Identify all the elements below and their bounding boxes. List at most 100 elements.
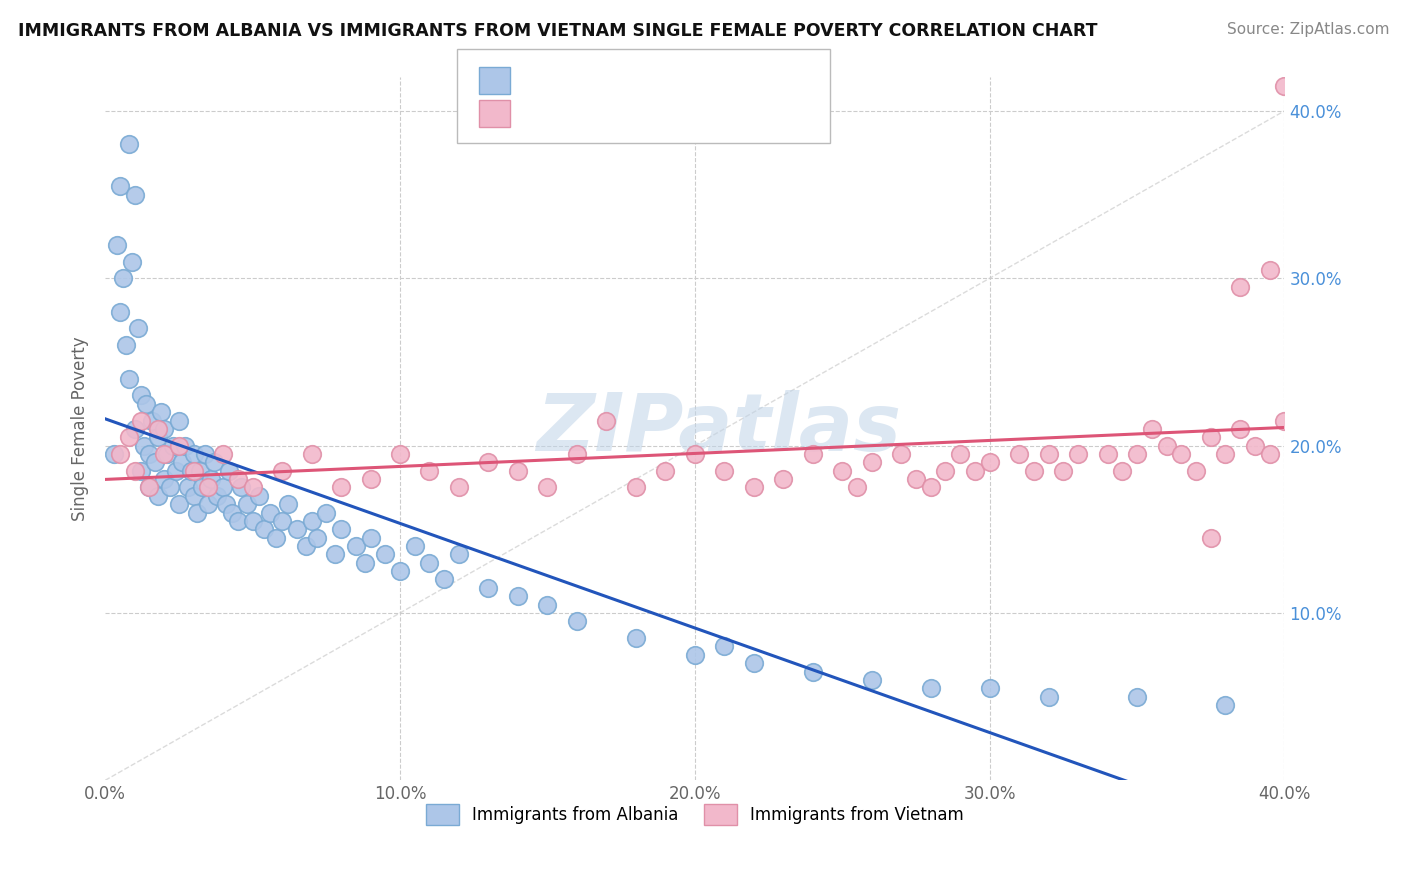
Text: Source: ZipAtlas.com: Source: ZipAtlas.com bbox=[1226, 22, 1389, 37]
Point bbox=[138, 447, 160, 461]
Point bbox=[1170, 447, 1192, 461]
Point bbox=[683, 648, 706, 662]
Point bbox=[162, 439, 184, 453]
Point bbox=[1126, 690, 1149, 704]
Point bbox=[115, 338, 138, 352]
Text: N =: N = bbox=[619, 71, 671, 89]
Point bbox=[404, 539, 426, 553]
Point bbox=[207, 489, 229, 503]
Point bbox=[129, 413, 152, 427]
Point bbox=[177, 480, 200, 494]
Text: 90: 90 bbox=[657, 71, 682, 89]
Point bbox=[801, 447, 824, 461]
Point bbox=[301, 447, 323, 461]
Point bbox=[1185, 464, 1208, 478]
Point bbox=[264, 531, 287, 545]
Point bbox=[890, 447, 912, 461]
Point bbox=[108, 447, 131, 461]
Point bbox=[595, 413, 617, 427]
Point bbox=[153, 422, 176, 436]
Point bbox=[183, 464, 205, 478]
Point bbox=[1156, 439, 1178, 453]
Point bbox=[218, 464, 240, 478]
Point bbox=[153, 447, 176, 461]
Point bbox=[271, 514, 294, 528]
Point bbox=[159, 480, 181, 494]
Point bbox=[1258, 263, 1281, 277]
Point bbox=[846, 480, 869, 494]
Point bbox=[153, 472, 176, 486]
Point bbox=[1229, 422, 1251, 436]
Point bbox=[1215, 698, 1237, 712]
Point bbox=[141, 413, 163, 427]
Point bbox=[323, 548, 346, 562]
Point bbox=[108, 179, 131, 194]
Point bbox=[121, 254, 143, 268]
Point bbox=[389, 447, 412, 461]
Point bbox=[183, 489, 205, 503]
Point bbox=[271, 464, 294, 478]
Point bbox=[148, 489, 170, 503]
Point bbox=[301, 514, 323, 528]
Point bbox=[247, 489, 270, 503]
Y-axis label: Single Female Poverty: Single Female Poverty bbox=[72, 336, 89, 521]
Point bbox=[1038, 690, 1060, 704]
Point bbox=[259, 506, 281, 520]
Point bbox=[536, 598, 558, 612]
Text: -0.271: -0.271 bbox=[553, 71, 617, 89]
Point bbox=[226, 472, 249, 486]
Point bbox=[307, 531, 329, 545]
Point bbox=[1244, 439, 1267, 453]
Point bbox=[742, 656, 765, 670]
Point bbox=[447, 480, 470, 494]
Point bbox=[285, 522, 308, 536]
Point bbox=[477, 455, 499, 469]
Point bbox=[1258, 447, 1281, 461]
Point bbox=[124, 422, 146, 436]
Point bbox=[221, 506, 243, 520]
Point bbox=[105, 237, 128, 252]
Point bbox=[1097, 447, 1119, 461]
Point bbox=[1111, 464, 1133, 478]
Point bbox=[235, 497, 257, 511]
Point bbox=[624, 631, 647, 645]
Point bbox=[188, 464, 211, 478]
Point bbox=[118, 430, 141, 444]
Text: N =: N = bbox=[619, 104, 671, 122]
Point bbox=[683, 447, 706, 461]
Point bbox=[212, 480, 235, 494]
Point bbox=[713, 640, 735, 654]
Point bbox=[170, 455, 193, 469]
Point bbox=[148, 422, 170, 436]
Text: R =: R = bbox=[520, 71, 560, 89]
Point bbox=[194, 447, 217, 461]
Point bbox=[1199, 531, 1222, 545]
Point bbox=[963, 464, 986, 478]
Point bbox=[920, 681, 942, 696]
Point bbox=[132, 439, 155, 453]
Point bbox=[418, 464, 440, 478]
Point bbox=[129, 464, 152, 478]
Point bbox=[129, 388, 152, 402]
Text: ZIPatlas: ZIPatlas bbox=[536, 390, 901, 468]
Point bbox=[143, 455, 166, 469]
Point bbox=[197, 497, 219, 511]
Point bbox=[949, 447, 972, 461]
Point bbox=[360, 472, 382, 486]
Point bbox=[127, 321, 149, 335]
Point bbox=[477, 581, 499, 595]
Point bbox=[330, 480, 353, 494]
Point bbox=[654, 464, 676, 478]
Point bbox=[979, 455, 1001, 469]
Point bbox=[135, 397, 157, 411]
Point bbox=[315, 506, 337, 520]
Point bbox=[167, 439, 190, 453]
Point bbox=[229, 480, 252, 494]
Point bbox=[742, 480, 765, 494]
Point bbox=[186, 506, 208, 520]
Point bbox=[138, 480, 160, 494]
Text: 64: 64 bbox=[657, 104, 682, 122]
Point bbox=[713, 464, 735, 478]
Point bbox=[1274, 413, 1296, 427]
Point bbox=[1038, 447, 1060, 461]
